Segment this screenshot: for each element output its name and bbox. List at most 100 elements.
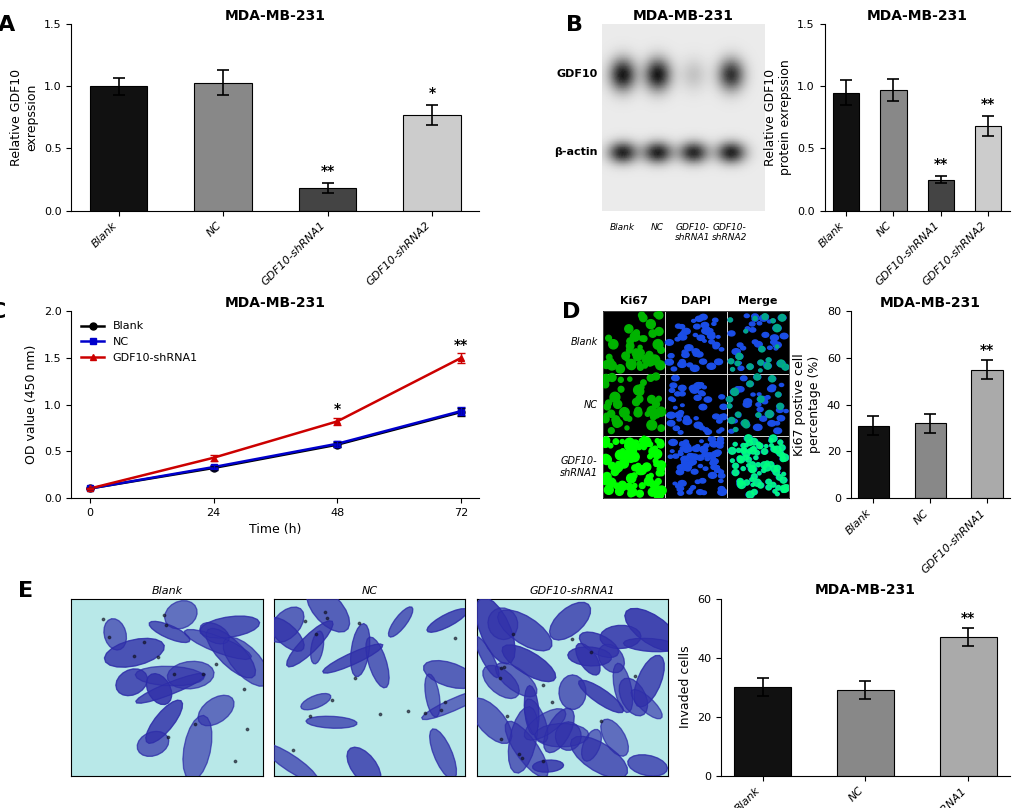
Point bbox=[511, 747, 527, 760]
Polygon shape bbox=[184, 629, 251, 659]
Ellipse shape bbox=[735, 412, 740, 416]
Ellipse shape bbox=[677, 418, 681, 421]
Ellipse shape bbox=[710, 465, 716, 469]
Ellipse shape bbox=[757, 483, 763, 488]
Polygon shape bbox=[475, 637, 498, 678]
Circle shape bbox=[658, 493, 663, 498]
Circle shape bbox=[746, 491, 753, 499]
Ellipse shape bbox=[714, 469, 718, 473]
Circle shape bbox=[608, 462, 615, 469]
Ellipse shape bbox=[769, 483, 775, 486]
Title: MDA-MB-231: MDA-MB-231 bbox=[866, 9, 967, 23]
Circle shape bbox=[758, 444, 761, 448]
Bar bbox=[602, 373, 664, 436]
Circle shape bbox=[636, 349, 644, 356]
Polygon shape bbox=[612, 663, 632, 713]
Bar bbox=[857, 426, 889, 498]
Point bbox=[446, 632, 463, 645]
Circle shape bbox=[635, 387, 643, 396]
Circle shape bbox=[606, 355, 611, 360]
Ellipse shape bbox=[706, 364, 715, 369]
Circle shape bbox=[776, 450, 783, 457]
Ellipse shape bbox=[673, 482, 676, 485]
Line: GDF10-shRNA1: GDF10-shRNA1 bbox=[87, 355, 464, 492]
Circle shape bbox=[637, 465, 646, 474]
Ellipse shape bbox=[728, 448, 736, 453]
Ellipse shape bbox=[772, 447, 781, 452]
Ellipse shape bbox=[694, 395, 700, 400]
Circle shape bbox=[737, 481, 743, 486]
Polygon shape bbox=[136, 667, 204, 686]
Text: NC: NC bbox=[583, 400, 597, 410]
Ellipse shape bbox=[699, 446, 706, 452]
Circle shape bbox=[626, 343, 633, 350]
Ellipse shape bbox=[755, 463, 760, 466]
Polygon shape bbox=[286, 621, 332, 667]
Circle shape bbox=[765, 479, 770, 484]
Ellipse shape bbox=[675, 412, 682, 418]
Ellipse shape bbox=[678, 452, 683, 456]
Circle shape bbox=[726, 397, 732, 402]
Text: *: * bbox=[428, 86, 435, 100]
Circle shape bbox=[655, 470, 661, 476]
Ellipse shape bbox=[690, 365, 698, 372]
Circle shape bbox=[779, 452, 784, 458]
Polygon shape bbox=[423, 661, 475, 688]
Ellipse shape bbox=[715, 469, 720, 473]
Circle shape bbox=[649, 355, 659, 364]
Ellipse shape bbox=[684, 345, 692, 351]
Circle shape bbox=[627, 361, 635, 369]
Line: Blank: Blank bbox=[87, 409, 464, 492]
Circle shape bbox=[638, 312, 644, 318]
Point bbox=[492, 661, 508, 674]
Circle shape bbox=[603, 413, 607, 418]
Ellipse shape bbox=[685, 447, 691, 452]
Point bbox=[302, 709, 318, 722]
Circle shape bbox=[732, 463, 738, 469]
Circle shape bbox=[612, 419, 621, 427]
Ellipse shape bbox=[767, 346, 771, 349]
Circle shape bbox=[642, 364, 647, 368]
Ellipse shape bbox=[680, 332, 685, 335]
Ellipse shape bbox=[714, 359, 721, 364]
Circle shape bbox=[761, 314, 767, 320]
Circle shape bbox=[647, 454, 652, 459]
Ellipse shape bbox=[699, 314, 706, 320]
Circle shape bbox=[639, 438, 643, 443]
Ellipse shape bbox=[733, 443, 737, 446]
Ellipse shape bbox=[775, 451, 783, 456]
Circle shape bbox=[743, 330, 747, 333]
Ellipse shape bbox=[673, 454, 678, 458]
Circle shape bbox=[625, 438, 634, 448]
Circle shape bbox=[736, 353, 742, 360]
Circle shape bbox=[737, 456, 741, 461]
Ellipse shape bbox=[703, 452, 710, 457]
Circle shape bbox=[641, 355, 649, 363]
Circle shape bbox=[737, 478, 743, 484]
Ellipse shape bbox=[693, 334, 697, 336]
Circle shape bbox=[645, 351, 652, 359]
Bar bbox=[664, 311, 727, 373]
Ellipse shape bbox=[732, 470, 739, 475]
Ellipse shape bbox=[761, 314, 767, 319]
Polygon shape bbox=[532, 760, 562, 772]
Point bbox=[534, 755, 550, 768]
Circle shape bbox=[639, 336, 644, 341]
Ellipse shape bbox=[721, 414, 726, 417]
NC bbox=[454, 406, 467, 416]
Ellipse shape bbox=[685, 467, 690, 471]
Circle shape bbox=[751, 490, 756, 494]
Ellipse shape bbox=[683, 416, 689, 420]
Ellipse shape bbox=[702, 339, 705, 343]
Ellipse shape bbox=[736, 415, 740, 417]
Ellipse shape bbox=[701, 328, 710, 334]
Circle shape bbox=[609, 397, 614, 402]
Circle shape bbox=[758, 347, 764, 352]
Circle shape bbox=[781, 486, 788, 492]
Ellipse shape bbox=[692, 349, 699, 354]
Circle shape bbox=[642, 463, 650, 471]
Ellipse shape bbox=[769, 335, 777, 341]
Ellipse shape bbox=[687, 363, 692, 367]
Ellipse shape bbox=[692, 446, 699, 452]
Polygon shape bbox=[311, 631, 323, 664]
